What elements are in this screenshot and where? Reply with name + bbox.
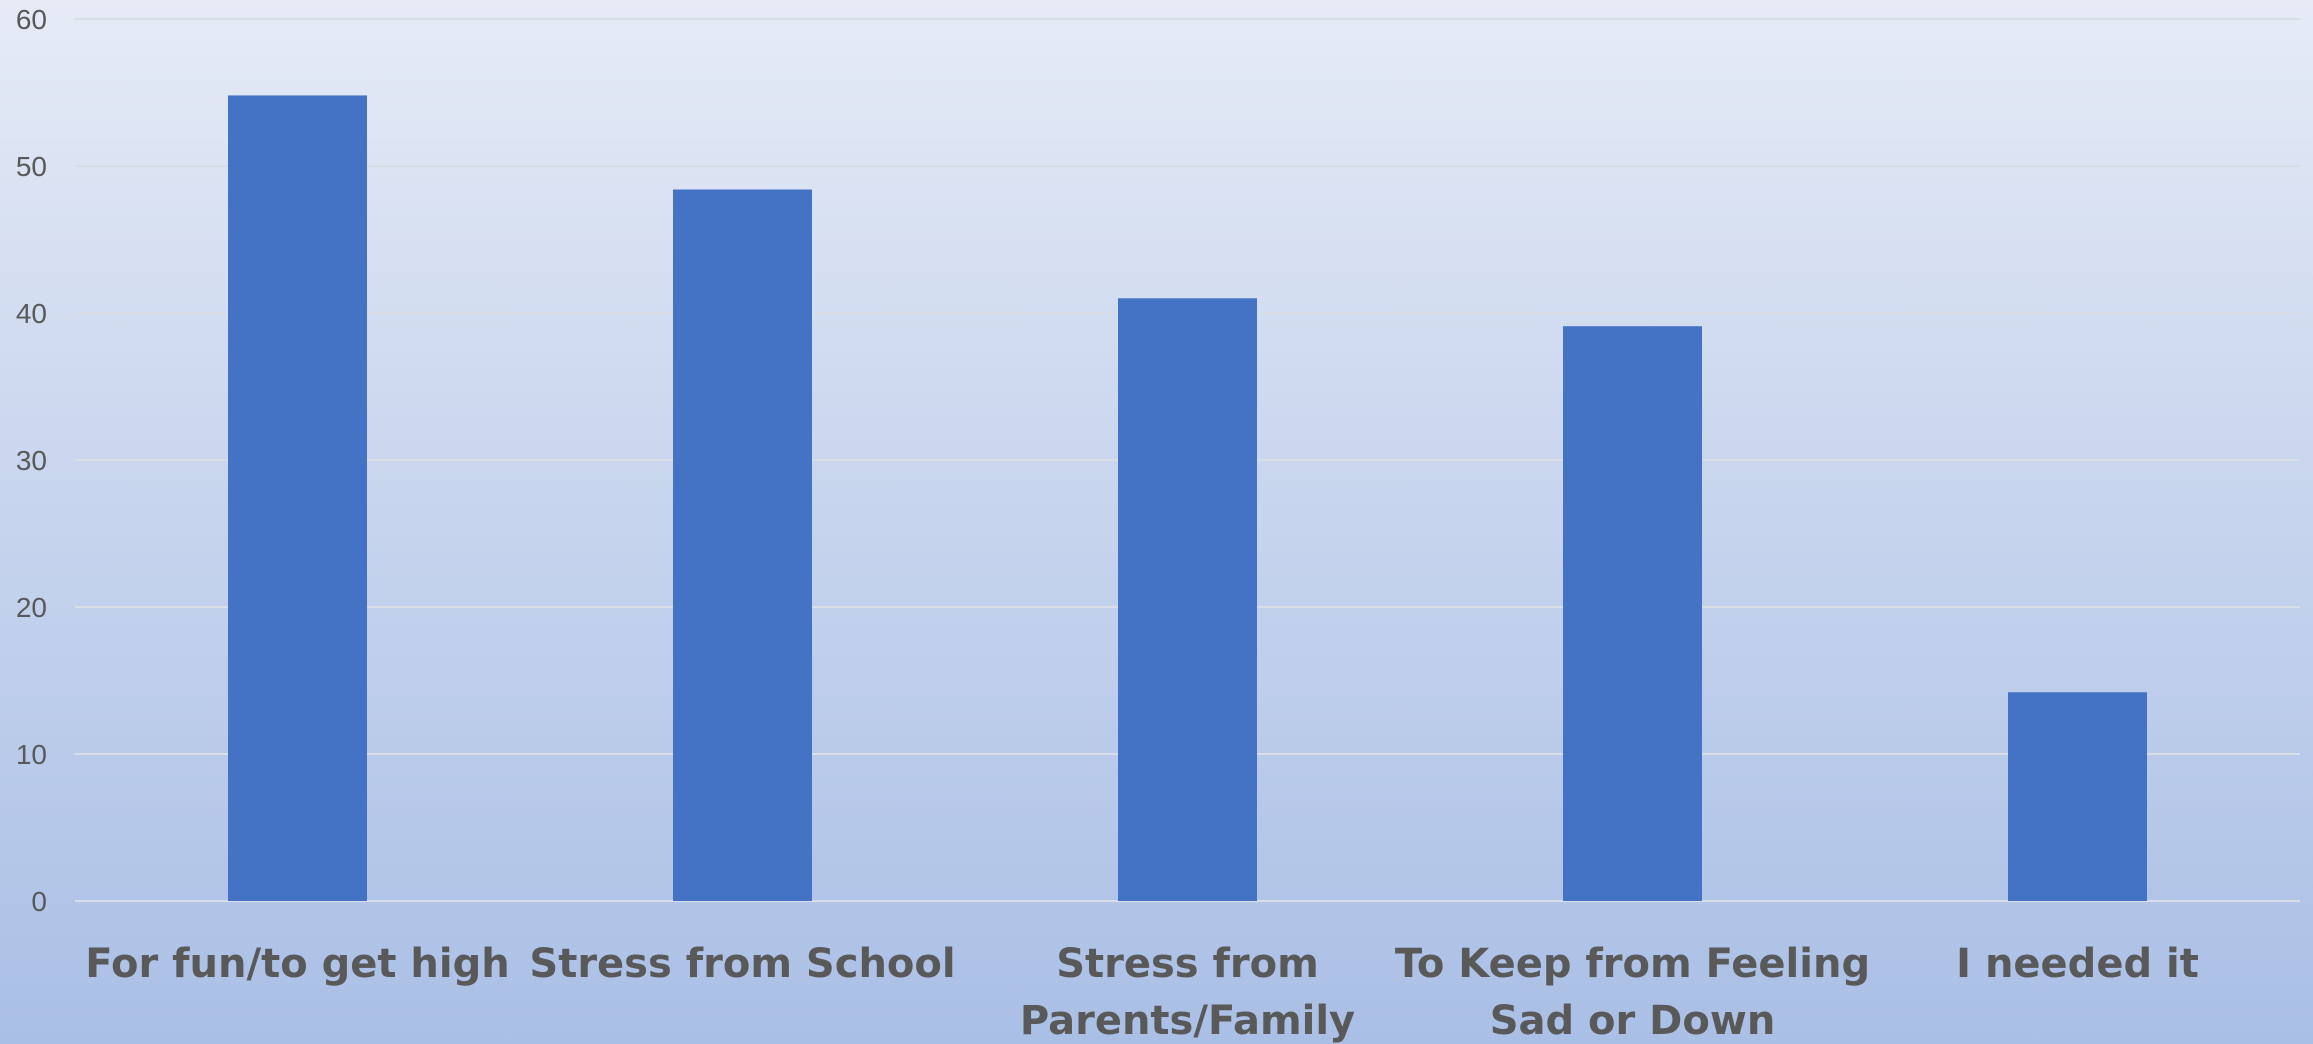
x-category-label-line: I needed it — [1956, 941, 2199, 987]
bar — [1563, 326, 1702, 902]
x-category-label-line: To Keep from Feeling — [1395, 941, 1870, 987]
x-category-label: I needed it — [1956, 941, 2199, 987]
y-tick-label: 60 — [16, 4, 47, 35]
x-category-label-line: Parents/Family — [1020, 998, 1355, 1044]
y-tick-label: 30 — [16, 445, 47, 476]
bars — [228, 95, 2147, 902]
y-tick-label: 40 — [16, 298, 47, 329]
x-category-label-line: For fun/to get high — [85, 941, 509, 987]
y-axis-tick-labels: 0 10 20 30 40 50 60 — [16, 4, 47, 917]
bar — [228, 95, 367, 901]
x-axis-category-labels: For fun/to get high Stress from School Str… — [85, 941, 2199, 1044]
bar — [1118, 298, 1257, 901]
y-tick-label: 50 — [16, 151, 47, 182]
y-tick-label: 20 — [16, 592, 47, 623]
x-category-label: To Keep from Feeling Sad or Down — [1395, 941, 1870, 1044]
x-category-label: Stress from School — [529, 941, 955, 987]
x-category-label-line: Sad or Down — [1490, 998, 1776, 1044]
x-category-label-line: Stress from School — [529, 941, 955, 987]
x-category-label: Stress from Parents/Family — [1020, 941, 1355, 1044]
bar — [2008, 692, 2147, 901]
bar — [673, 189, 812, 901]
x-category-label-line: Stress from — [1056, 941, 1319, 987]
y-tick-label: 0 — [31, 886, 47, 917]
x-category-label: For fun/to get high — [85, 941, 509, 987]
y-tick-label: 10 — [16, 739, 47, 770]
